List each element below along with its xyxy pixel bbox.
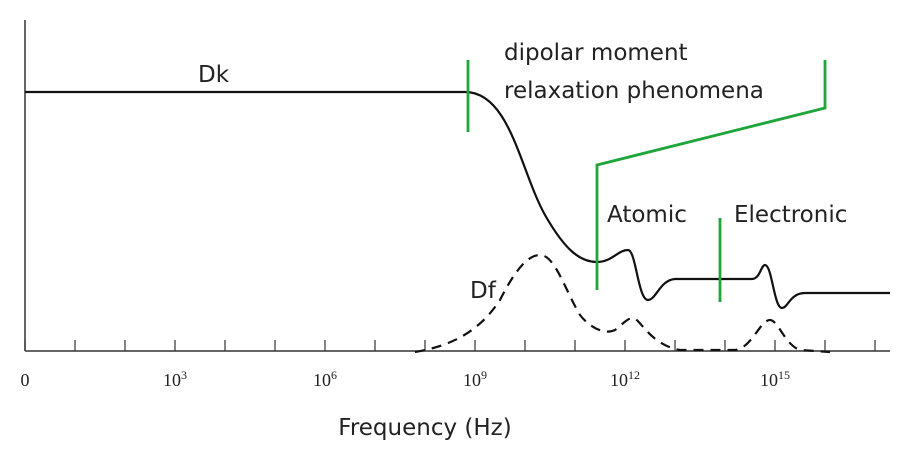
tick-base: 10: [463, 370, 481, 390]
df-curve: [414, 253, 831, 354]
x-tick-label: 1012: [610, 368, 640, 390]
df-label: Df: [470, 278, 497, 304]
dk-label: Dk: [198, 62, 230, 88]
x-tick-label: 109: [463, 368, 487, 390]
tick-exponent: 6: [331, 368, 337, 382]
tick-base: 10: [760, 370, 778, 390]
tick-labels: 0 103 106 109 1012 1015: [21, 368, 791, 390]
axes: [24, 20, 890, 352]
tick-exponent: 15: [778, 368, 790, 382]
tick-base: 10: [313, 370, 331, 390]
x-tick-label: 1015: [760, 368, 790, 390]
annotation: Atomic: [607, 202, 687, 228]
axis-ticks: [24, 340, 876, 351]
annotation: dipolar moment: [504, 40, 688, 66]
region-markers: [466, 60, 827, 302]
annotation: Electronic: [734, 202, 847, 228]
tick-exponent: 12: [628, 368, 640, 382]
x-tick-label: 0: [21, 370, 30, 390]
bracket: [595, 60, 827, 290]
tick-base: 0: [21, 370, 30, 390]
x-axis-title: Frequency (Hz): [338, 415, 511, 441]
dk-curve: [25, 90, 890, 310]
x-tick-label: 103: [163, 368, 187, 390]
tick-exponent: 3: [181, 368, 187, 382]
tick-base: 10: [163, 370, 181, 390]
annotation: relaxation phenomena: [504, 78, 764, 104]
x-tick-label: 106: [313, 368, 337, 390]
tick-exponent: 9: [481, 368, 487, 382]
tick-base: 10: [610, 370, 628, 390]
